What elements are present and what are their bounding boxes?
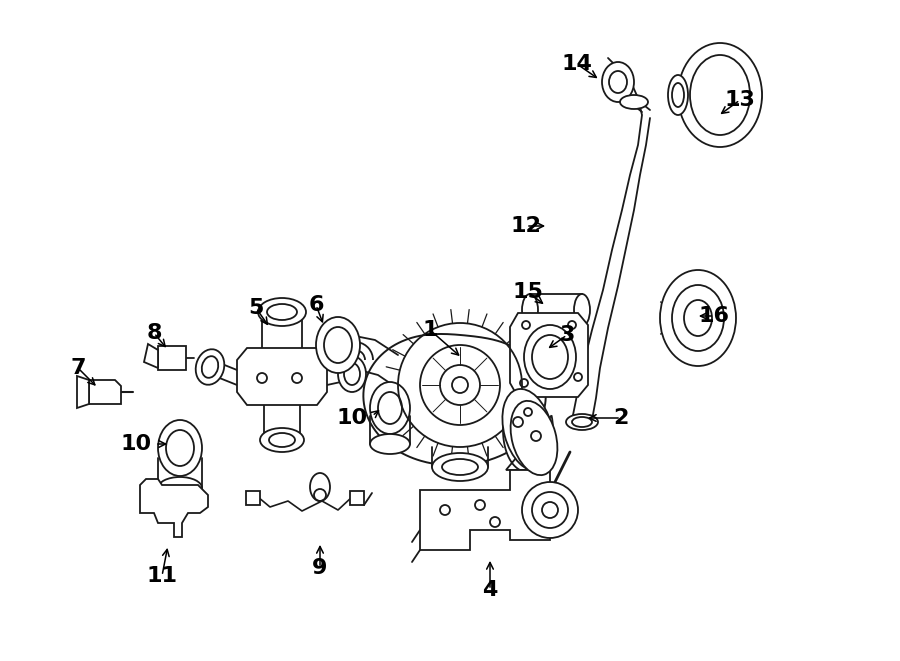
- Text: 7: 7: [70, 358, 86, 378]
- Bar: [530, 294, 582, 326]
- Bar: [158, 346, 186, 370]
- Ellipse shape: [620, 95, 648, 109]
- Bar: [246, 491, 260, 505]
- Text: 8: 8: [146, 323, 162, 343]
- Text: 15: 15: [513, 282, 544, 302]
- Text: 5: 5: [248, 298, 264, 318]
- Polygon shape: [77, 376, 89, 408]
- Text: 4: 4: [482, 580, 498, 600]
- Ellipse shape: [370, 382, 410, 434]
- Circle shape: [522, 482, 578, 538]
- Text: 10: 10: [337, 408, 368, 428]
- Polygon shape: [420, 470, 550, 550]
- Text: 9: 9: [312, 558, 328, 578]
- Ellipse shape: [258, 298, 306, 326]
- Ellipse shape: [678, 43, 762, 147]
- Text: 12: 12: [510, 216, 542, 236]
- Bar: [350, 491, 364, 505]
- Ellipse shape: [310, 473, 330, 501]
- Text: 11: 11: [147, 566, 177, 586]
- Text: 2: 2: [613, 408, 629, 428]
- Text: 13: 13: [724, 90, 755, 110]
- Ellipse shape: [672, 285, 724, 351]
- Ellipse shape: [684, 300, 712, 336]
- Ellipse shape: [690, 55, 750, 135]
- Polygon shape: [237, 348, 327, 405]
- Ellipse shape: [316, 317, 360, 373]
- Circle shape: [542, 502, 558, 518]
- Ellipse shape: [566, 414, 598, 430]
- Ellipse shape: [195, 349, 224, 385]
- Ellipse shape: [510, 401, 557, 475]
- Ellipse shape: [370, 434, 410, 454]
- Ellipse shape: [524, 325, 576, 389]
- Circle shape: [532, 492, 568, 528]
- Ellipse shape: [260, 428, 304, 452]
- Ellipse shape: [660, 270, 736, 366]
- Ellipse shape: [602, 62, 634, 102]
- Polygon shape: [140, 479, 208, 537]
- Ellipse shape: [166, 430, 194, 466]
- Ellipse shape: [378, 392, 402, 424]
- Ellipse shape: [502, 389, 554, 471]
- Polygon shape: [503, 415, 553, 472]
- Ellipse shape: [324, 327, 352, 363]
- Ellipse shape: [522, 294, 538, 326]
- Ellipse shape: [158, 477, 202, 499]
- Ellipse shape: [338, 356, 366, 392]
- Ellipse shape: [668, 75, 688, 115]
- Text: 14: 14: [562, 54, 592, 74]
- Text: 10: 10: [121, 434, 152, 454]
- Polygon shape: [89, 380, 121, 404]
- Polygon shape: [510, 313, 588, 397]
- Ellipse shape: [609, 71, 627, 93]
- Polygon shape: [144, 344, 158, 368]
- Text: 6: 6: [308, 295, 324, 315]
- Ellipse shape: [158, 420, 202, 476]
- Ellipse shape: [532, 335, 568, 379]
- Ellipse shape: [574, 294, 590, 326]
- Ellipse shape: [432, 453, 488, 481]
- Text: 16: 16: [698, 306, 730, 326]
- Text: 3: 3: [559, 325, 575, 345]
- Text: 1: 1: [422, 320, 437, 340]
